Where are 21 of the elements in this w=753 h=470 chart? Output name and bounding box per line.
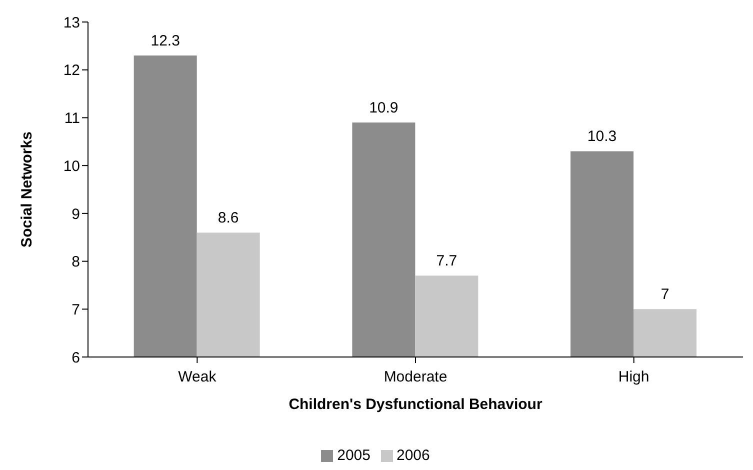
data-label: 12.3	[150, 32, 180, 50]
y-tick-label: 6	[72, 349, 80, 366]
y-tick-label: 12	[63, 62, 80, 80]
y-tick-label: 10	[63, 158, 80, 175]
legend-label: 2006	[396, 447, 430, 464]
y-tick-label: 13	[63, 14, 80, 32]
data-label: 7	[660, 286, 670, 304]
data-label: 10.3	[587, 128, 617, 146]
data-label: 8.6	[218, 210, 239, 227]
y-tick-label: 8	[72, 254, 80, 271]
data-label: 10.9	[369, 100, 398, 116]
data-label: 7.7	[436, 252, 458, 270]
y-tick-label: 9	[72, 206, 80, 223]
x-tick-label: High	[618, 368, 650, 386]
y-axis-title: Social Networks	[18, 132, 36, 248]
legend-label: 2005	[337, 447, 370, 464]
x-tick-label: Weak	[178, 368, 217, 386]
y-tick-label: 11	[64, 110, 80, 128]
x-axis-title: Children's Dysfunctional Behaviour	[288, 396, 542, 413]
y-tick-label: 7	[72, 301, 80, 318]
x-tick-label: Moderate	[384, 368, 448, 386]
